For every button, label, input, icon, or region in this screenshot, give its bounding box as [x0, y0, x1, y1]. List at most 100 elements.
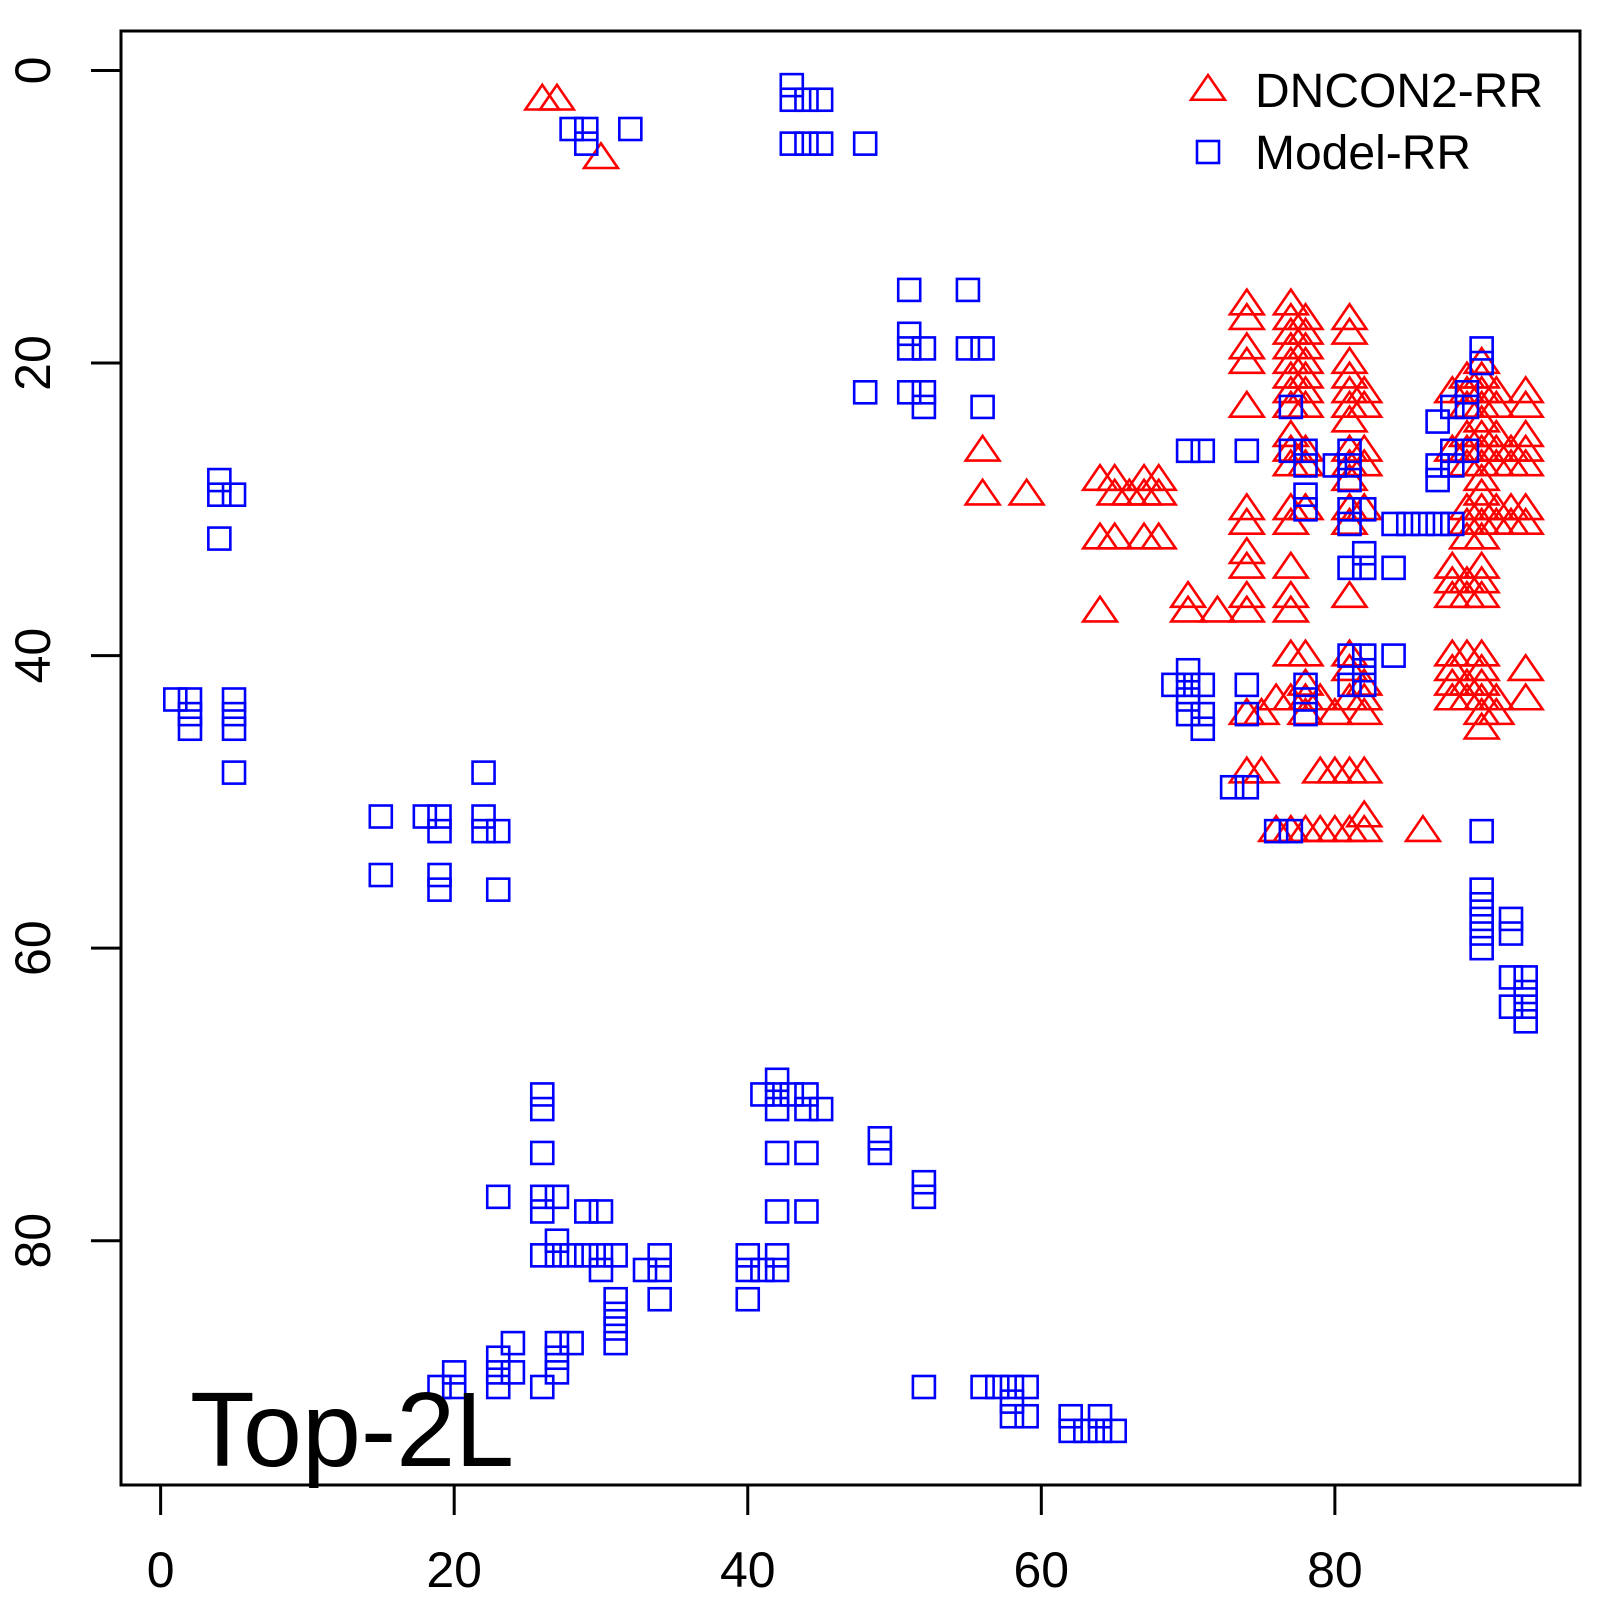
model-rr-point — [808, 1096, 834, 1122]
model-rr-point — [1469, 350, 1494, 376]
model-rr-point — [427, 818, 452, 844]
dncon2-rr-point — [1330, 404, 1369, 433]
dncon2-rr-point — [1476, 375, 1516, 404]
dncon2-rr-point — [1462, 638, 1502, 667]
y-tick-label: 40 — [5, 628, 61, 684]
model-rr-point — [1190, 701, 1216, 727]
model-rr-point — [1234, 701, 1260, 727]
dncon2-rr-point — [1286, 389, 1325, 418]
model-rr-point — [559, 1330, 584, 1356]
y-tick-label: 60 — [5, 920, 61, 976]
model-rr-point — [984, 1374, 1010, 1400]
legend-label: Model-RR — [1255, 127, 1471, 180]
dncon2-rr-point — [1227, 287, 1267, 316]
dncon2-rr-point — [1476, 696, 1516, 726]
model-rr-point — [764, 1067, 790, 1093]
model-rr-point — [632, 1257, 658, 1283]
model-rr-point — [779, 131, 805, 156]
model-rr-point — [1175, 438, 1201, 464]
model-rr-point — [427, 862, 452, 888]
model-rr-point — [1498, 906, 1524, 932]
model-rr-point — [1087, 1403, 1113, 1429]
dncon2-rr-point — [1506, 418, 1546, 448]
dncon2-rr-point — [1286, 360, 1325, 389]
model-rr-point — [427, 804, 452, 829]
model-rr-point — [1337, 438, 1362, 464]
dncon2-rr-point — [1476, 418, 1516, 448]
dncon2-rr-point — [1462, 550, 1502, 579]
model-rr-point — [1293, 438, 1318, 464]
dncon2-rr-point — [1344, 389, 1384, 418]
model-rr-point — [529, 1199, 555, 1224]
model-rr-point — [1513, 979, 1538, 1005]
model-rr-point — [735, 1286, 761, 1312]
dncon2-rr-point — [1403, 813, 1443, 843]
model-rr-point — [1351, 657, 1377, 683]
model-rr-point — [618, 116, 643, 142]
model-rr-point — [588, 1199, 614, 1224]
model-rr-point — [1440, 394, 1465, 420]
model-rr-point — [1175, 701, 1201, 727]
dncon2-rr-point — [1344, 696, 1384, 726]
model-rr-point — [1351, 497, 1377, 522]
dncon2-rr-point — [1344, 799, 1384, 828]
model-rr-point — [955, 336, 981, 361]
dncon2-rr-point — [1227, 301, 1267, 331]
dncon2-rr-point — [1095, 521, 1135, 550]
dncon2-rr-point — [1198, 594, 1237, 623]
model-rr-point — [529, 1243, 555, 1268]
model-rr-point — [1190, 716, 1216, 742]
model-rr-point — [1337, 555, 1362, 581]
model-rr-point — [573, 1199, 599, 1224]
model-rr-point — [1454, 394, 1480, 420]
model-rr-point — [1058, 1403, 1083, 1429]
model-rr-point — [1234, 672, 1260, 698]
model-rr-point — [1278, 394, 1304, 420]
chart-annotation: Top-2L — [190, 1371, 514, 1489]
x-axis: 0 20 40 60 80 — [147, 1483, 1363, 1598]
dncon2-rr-point — [1506, 682, 1546, 711]
model-rr-point — [485, 1360, 511, 1385]
legend-marker — [1188, 72, 1228, 102]
model-rr-point — [1381, 643, 1406, 668]
model-rr-point — [1337, 467, 1362, 493]
model-rr-point — [441, 1374, 467, 1400]
model-rr-point — [852, 131, 878, 156]
model-rr-point — [368, 804, 394, 829]
model-rr-point — [794, 1096, 819, 1122]
dncon2-rr-point — [1227, 331, 1267, 360]
model-rr-point — [735, 1257, 761, 1283]
model-rr-point — [794, 87, 819, 113]
dncon2-rr-point — [1344, 813, 1384, 843]
model-rr-point — [1058, 1418, 1083, 1444]
dncon2-rr-point — [1007, 477, 1047, 506]
model-rr-point — [207, 467, 232, 493]
model-rr-point — [1293, 701, 1318, 727]
model-rr-point — [1175, 687, 1201, 712]
legend: DNCON2-RR Model-RR — [1188, 65, 1543, 180]
dncon2-rr-point — [1506, 433, 1546, 462]
dncon2-rr-point — [1506, 389, 1546, 418]
model-rr-point — [1219, 774, 1245, 800]
model-rr-point — [1440, 511, 1465, 537]
model-rr-point — [911, 1169, 937, 1195]
model-rr-point — [970, 1374, 995, 1400]
dncon2-rr-point — [1286, 316, 1325, 345]
model-rr-point — [1263, 818, 1289, 844]
model-rr-point — [1073, 1418, 1098, 1444]
model-rr-point — [750, 1082, 775, 1107]
model-rr-point — [471, 760, 496, 785]
model-rr-point — [221, 687, 247, 712]
model-rr-point — [911, 1374, 937, 1400]
model-rr-point — [896, 336, 922, 361]
dncon2-rr-point — [1344, 755, 1384, 784]
model-rr-point — [1175, 672, 1201, 698]
model-rr-point — [1425, 409, 1450, 434]
model-rr-point — [1351, 643, 1377, 668]
model-rr-point — [221, 760, 247, 785]
model-rr-point — [603, 1330, 628, 1356]
y-axis: 0 20 40 60 80 — [5, 57, 123, 1269]
dncon2-rr-point — [1242, 755, 1281, 784]
dncon2-rr-point — [1330, 345, 1369, 375]
model-rr-point — [1293, 687, 1318, 712]
